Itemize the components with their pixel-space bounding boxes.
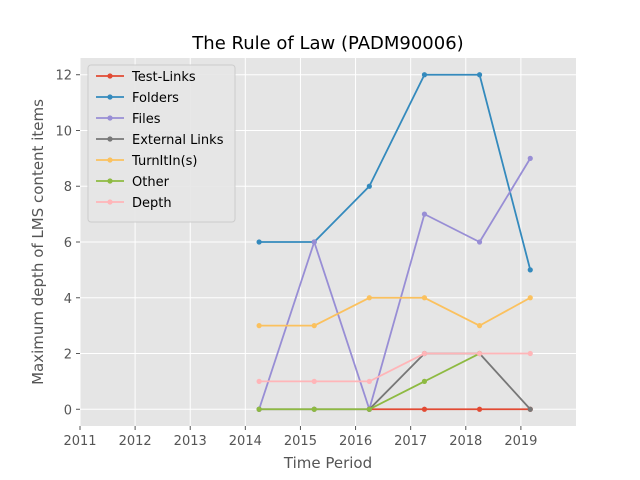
x-tick-label: 2012 xyxy=(119,434,152,449)
y-tick-label: 6 xyxy=(64,236,72,251)
legend-swatch-marker xyxy=(107,115,113,121)
data-point xyxy=(311,239,317,245)
data-point xyxy=(527,155,533,161)
data-point xyxy=(421,350,428,357)
data-point xyxy=(366,406,372,412)
legend-label: Files xyxy=(132,112,161,127)
series-group xyxy=(256,295,533,329)
legend-label: TurnItIn(s) xyxy=(131,154,197,169)
legend-swatch-marker xyxy=(107,157,113,163)
y-tick-label: 2 xyxy=(64,348,72,363)
y-tick-label: 10 xyxy=(55,124,72,139)
legend-swatch-marker xyxy=(107,178,113,184)
x-tick-label: 2016 xyxy=(339,434,372,449)
legend-swatch-marker xyxy=(107,199,113,205)
data-point xyxy=(527,406,533,412)
x-tick-label: 2017 xyxy=(394,434,427,449)
legend-item: TurnItIn(s) xyxy=(96,154,197,169)
legend-swatch-marker xyxy=(107,73,113,79)
legend-frame xyxy=(87,64,236,223)
data-point xyxy=(527,350,533,357)
legend-label: Other xyxy=(132,175,170,190)
series-line xyxy=(259,73,532,271)
y-tick-label: 12 xyxy=(55,69,72,84)
legend-item: External Links xyxy=(96,133,224,148)
data-point xyxy=(256,406,262,412)
legend: Test-Links Folders Files External Links Turn… xyxy=(87,64,236,223)
series-line xyxy=(259,296,531,327)
x-tick-label: 2019 xyxy=(504,434,537,449)
legend-swatch-marker xyxy=(107,94,113,100)
data-point xyxy=(421,72,428,78)
legend-label: External Links xyxy=(132,133,224,148)
data-point xyxy=(366,183,372,189)
y-tick-label: 8 xyxy=(64,180,72,195)
data-point xyxy=(527,295,533,301)
series-line xyxy=(259,352,531,383)
y-tick-label: 4 xyxy=(64,292,72,307)
data-point xyxy=(421,295,428,301)
x-tick-label: 2018 xyxy=(449,434,482,449)
legend-label: Depth xyxy=(132,196,172,211)
data-point xyxy=(476,323,483,329)
legend-item: Other xyxy=(96,175,170,190)
data-point xyxy=(476,239,483,245)
data-point xyxy=(311,378,317,384)
x-axis-ticks: 2011 2012 2013 2014 2015 2016 2017 2018 2019 xyxy=(63,426,537,449)
legend-label: Test-Links xyxy=(131,70,196,85)
legend-swatch-marker xyxy=(107,136,113,142)
data-point xyxy=(476,350,483,357)
series-group xyxy=(256,350,533,384)
legend-item: Depth xyxy=(96,196,172,211)
series-layer xyxy=(256,72,533,412)
y-axis-label: Maximum depth of LMS content items xyxy=(29,99,47,385)
data-point xyxy=(366,295,372,301)
x-tick-label: 2014 xyxy=(229,434,262,449)
data-point xyxy=(366,378,372,384)
data-point xyxy=(527,267,533,273)
data-point xyxy=(476,72,483,78)
data-point xyxy=(421,211,428,217)
x-tick-label: 2013 xyxy=(174,434,207,449)
data-point xyxy=(421,406,428,412)
legend-item: Files xyxy=(96,112,161,127)
data-point xyxy=(311,323,317,329)
data-point xyxy=(256,378,262,384)
series-line xyxy=(258,157,532,411)
data-point xyxy=(476,406,483,412)
legend-item: Folders xyxy=(96,91,179,106)
x-tick-label: 2011 xyxy=(63,434,96,449)
data-point xyxy=(256,323,262,329)
chart-title: The Rule of Law (PADM90006) xyxy=(191,33,463,54)
x-tick-label: 2015 xyxy=(284,434,317,449)
legend-item: Test-Links xyxy=(96,70,196,85)
x-axis-label: Time Period xyxy=(283,454,372,472)
data-point xyxy=(421,378,428,384)
data-point xyxy=(311,406,317,412)
data-point xyxy=(256,239,262,245)
y-tick-label: 0 xyxy=(64,403,72,418)
y-axis-ticks: 0 2 4 6 8 10 12 xyxy=(55,69,80,418)
legend-label: Folders xyxy=(132,91,179,106)
